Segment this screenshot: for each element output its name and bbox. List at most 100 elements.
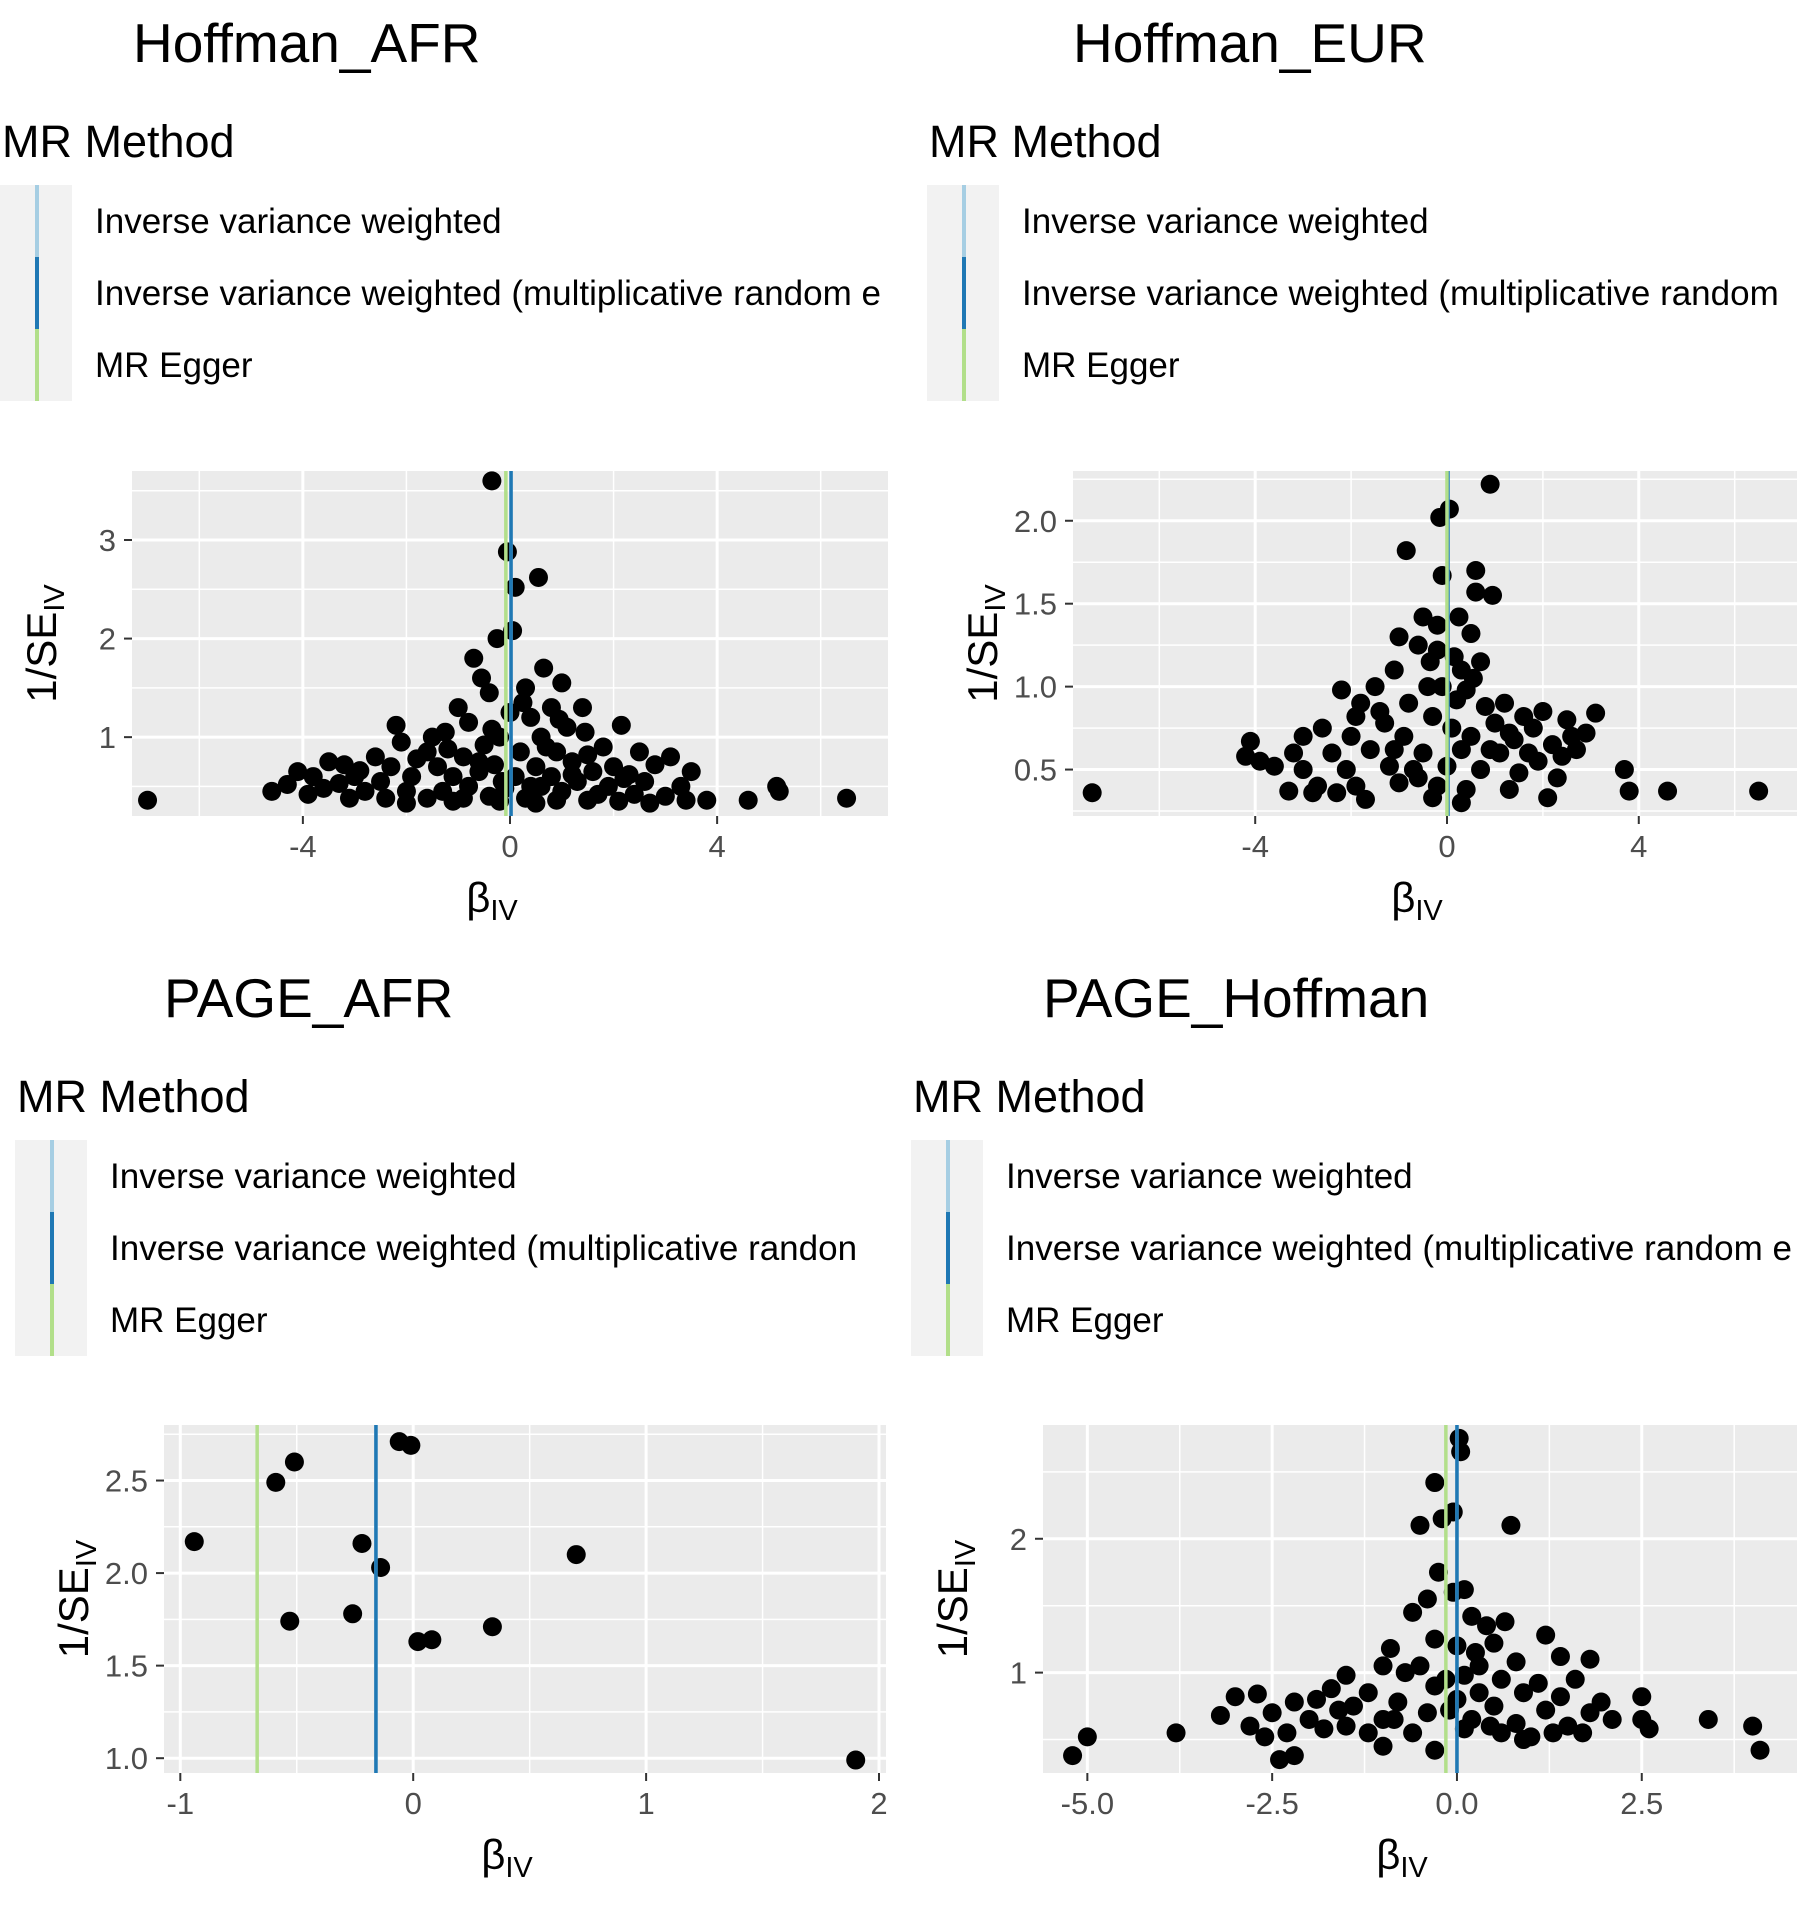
data-point [1547,768,1567,788]
data-point [401,1435,421,1455]
data-point [1558,1716,1578,1736]
legend-title: MR Method [913,1071,1146,1122]
data-point [1399,693,1419,713]
data-point [1466,561,1486,581]
data-point [487,629,507,649]
data-point [676,790,696,810]
x-tick-label: -2.5 [1245,1786,1298,1821]
data-point [1451,793,1471,813]
data-point [1380,1639,1400,1659]
data-point [531,776,551,796]
data-point [1425,1629,1445,1649]
data-point [1365,677,1385,697]
data-point [578,745,598,765]
data-point [1336,1716,1356,1736]
data-point [1501,1515,1521,1535]
data-point [505,577,525,597]
data-point [435,722,455,742]
data-point [1518,743,1538,763]
data-point [1423,706,1443,726]
data-point [1262,1703,1282,1723]
data-point [1557,710,1577,730]
data-point [1484,1633,1504,1653]
data-point [1471,652,1491,672]
data-point [1423,788,1443,808]
data-point [609,791,629,811]
y-tick-label: 1.0 [1014,670,1057,705]
x-tick-label: 2 [870,1786,887,1821]
data-point [1329,1700,1349,1720]
data-point [1533,702,1553,722]
data-point [277,774,297,794]
data-point [513,693,533,713]
facet-page-hoffman: PAGE_Hoffman MR Method Inverse variance we… [911,967,1797,1884]
legend-label-3: MR Egger [95,346,253,385]
data-point [298,784,318,804]
data-point [1698,1709,1718,1729]
data-points [184,1432,866,1770]
data-point [1477,1616,1497,1636]
data-point [1536,1625,1556,1645]
data-point [329,773,349,793]
legend: MR Method Inverse variance weighted Invers… [911,1071,1792,1356]
data-point [1550,1687,1570,1707]
data-point [575,722,595,742]
data-point [562,765,582,785]
data-points [1063,1428,1770,1770]
data-point [547,790,567,810]
data-point [1293,726,1313,746]
data-point [492,772,512,791]
plot-title: Hoffman_AFR [133,12,480,74]
data-point [371,1558,391,1578]
data-point [355,781,375,801]
data-point [1550,1647,1570,1667]
data-point [1506,1652,1526,1672]
facet-hoffman-afr: Hoffman_AFR MR Method Inverse variance wei… [0,12,888,927]
data-point [1471,760,1491,780]
data-point [593,737,613,757]
plot-title: PAGE_Hoffman [1043,967,1429,1029]
data-point [402,767,422,787]
x-axis-title: βIV [1376,1831,1428,1884]
y-tick-label: 1.5 [1014,587,1057,622]
data-point [1658,781,1678,801]
y-axis-title: 1/SEIV [929,1539,982,1658]
x-tick-label: 4 [708,829,725,864]
data-point [1495,693,1515,713]
x-axis-title: βIV [466,874,518,927]
data-point [1341,726,1361,746]
data-point [314,778,334,798]
data-point [1485,713,1505,733]
data-point [681,762,701,782]
data-point [1573,1723,1593,1743]
data-point [417,742,437,762]
x-tick-label: 2.5 [1620,1786,1663,1821]
y-axis-title: 1/SEIV [50,1539,103,1658]
data-point [1327,783,1347,803]
data-point [386,715,406,735]
data-point [1484,1696,1504,1716]
data-point [1395,1663,1415,1683]
data-point [1565,1669,1585,1689]
data-point [417,788,437,808]
data-point [1384,740,1404,760]
data-point [1420,652,1440,672]
data-point [1580,1649,1600,1669]
data-point [1425,1473,1445,1493]
data-point [697,790,717,810]
x-tick-label: -1 [167,1786,195,1821]
data-point [1394,726,1414,746]
data-point [1293,760,1313,780]
data-point [350,761,370,781]
legend-label-1: Inverse variance weighted [110,1157,517,1196]
data-point [381,757,401,777]
data-point [1225,1687,1245,1707]
data-point [319,752,339,772]
data-point [1523,718,1543,738]
data-point [1384,660,1404,680]
x-tick-label: 1 [637,1786,654,1821]
data-point [1506,1713,1526,1733]
data-point [578,790,598,810]
data-point [1346,706,1366,726]
data-point [1465,1643,1485,1663]
